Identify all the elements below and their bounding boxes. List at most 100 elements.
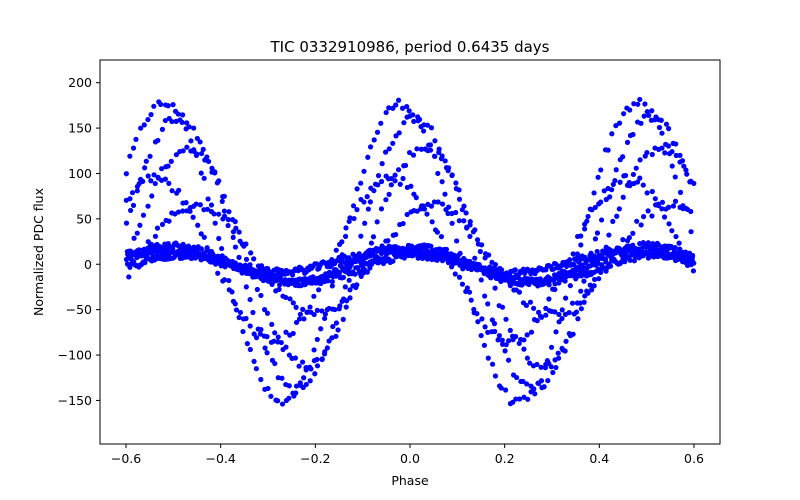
data-point xyxy=(316,287,322,293)
data-point xyxy=(672,198,679,204)
data-point xyxy=(219,245,225,252)
data-point xyxy=(691,260,697,266)
data-point xyxy=(333,320,340,326)
data-point xyxy=(346,218,352,225)
data-point xyxy=(553,329,559,335)
data-point xyxy=(680,206,686,212)
data-point xyxy=(393,231,399,238)
x-tick-label: 0.6 xyxy=(684,451,704,466)
data-point xyxy=(130,145,137,151)
data-point xyxy=(145,173,151,179)
data-point xyxy=(179,119,185,125)
data-point xyxy=(492,285,498,291)
data-point xyxy=(492,328,498,335)
data-point xyxy=(627,257,633,263)
data-point xyxy=(142,260,148,266)
data-point xyxy=(556,311,562,318)
y-tick-label: 50 xyxy=(76,211,92,226)
data-point xyxy=(552,286,558,293)
data-point xyxy=(524,332,530,338)
data-point xyxy=(378,178,385,185)
data-point xyxy=(472,255,478,261)
data-point xyxy=(390,140,396,146)
data-point xyxy=(129,190,136,196)
data-point xyxy=(343,304,349,310)
data-point xyxy=(613,123,619,129)
data-point xyxy=(293,304,299,310)
data-point xyxy=(312,371,318,377)
data-point xyxy=(578,288,584,294)
data-point xyxy=(435,256,441,262)
data-point xyxy=(622,172,629,179)
data-point xyxy=(424,122,431,128)
data-point xyxy=(414,146,420,152)
data-point xyxy=(404,211,410,218)
data-point xyxy=(566,310,572,316)
data-point xyxy=(404,103,410,110)
data-point xyxy=(243,256,250,262)
data-point xyxy=(169,188,175,194)
data-point xyxy=(541,384,547,390)
data-point xyxy=(158,101,164,107)
data-point xyxy=(190,214,196,220)
data-point xyxy=(435,170,441,177)
data-point xyxy=(442,158,448,164)
data-point xyxy=(630,230,636,236)
data-point xyxy=(534,318,540,324)
data-point xyxy=(262,345,268,351)
data-point xyxy=(311,311,317,318)
data-point xyxy=(359,262,365,268)
data-point xyxy=(656,124,663,131)
data-point xyxy=(329,279,335,285)
data-point xyxy=(551,266,557,272)
data-point xyxy=(226,287,232,293)
data-point xyxy=(193,201,199,207)
data-point xyxy=(197,202,203,208)
data-point xyxy=(481,342,487,348)
data-point xyxy=(350,203,357,209)
data-point xyxy=(640,214,647,220)
data-point xyxy=(533,276,540,282)
x-axis-label: Phase xyxy=(391,473,429,488)
data-point xyxy=(649,108,655,114)
data-point xyxy=(301,375,307,381)
data-point xyxy=(379,161,385,167)
data-point xyxy=(148,178,154,184)
data-point xyxy=(599,217,605,223)
data-point xyxy=(573,309,580,315)
data-point xyxy=(250,309,256,316)
data-point xyxy=(159,221,166,228)
data-point xyxy=(418,146,424,152)
data-points xyxy=(123,96,697,407)
data-point xyxy=(344,298,350,304)
data-point xyxy=(397,181,403,187)
data-point xyxy=(517,396,523,402)
data-point xyxy=(383,197,389,203)
data-point xyxy=(154,225,161,231)
data-point xyxy=(627,107,633,113)
data-point xyxy=(236,254,242,260)
data-point xyxy=(333,333,339,339)
data-point xyxy=(133,136,139,142)
data-point xyxy=(623,251,629,257)
data-point xyxy=(184,120,190,126)
data-point xyxy=(545,378,551,384)
data-point xyxy=(595,174,601,180)
data-point xyxy=(626,179,632,186)
data-point xyxy=(244,341,250,347)
data-point xyxy=(311,293,317,299)
data-point xyxy=(299,359,306,365)
data-point xyxy=(192,255,198,261)
data-point xyxy=(589,287,595,293)
data-point xyxy=(607,247,614,253)
data-point xyxy=(147,153,153,159)
data-point xyxy=(475,319,481,325)
data-point xyxy=(584,288,590,294)
data-point xyxy=(478,277,484,283)
data-point xyxy=(258,292,264,299)
data-point xyxy=(645,208,651,214)
data-point xyxy=(123,171,129,177)
data-point xyxy=(198,246,205,252)
data-point xyxy=(571,261,577,267)
